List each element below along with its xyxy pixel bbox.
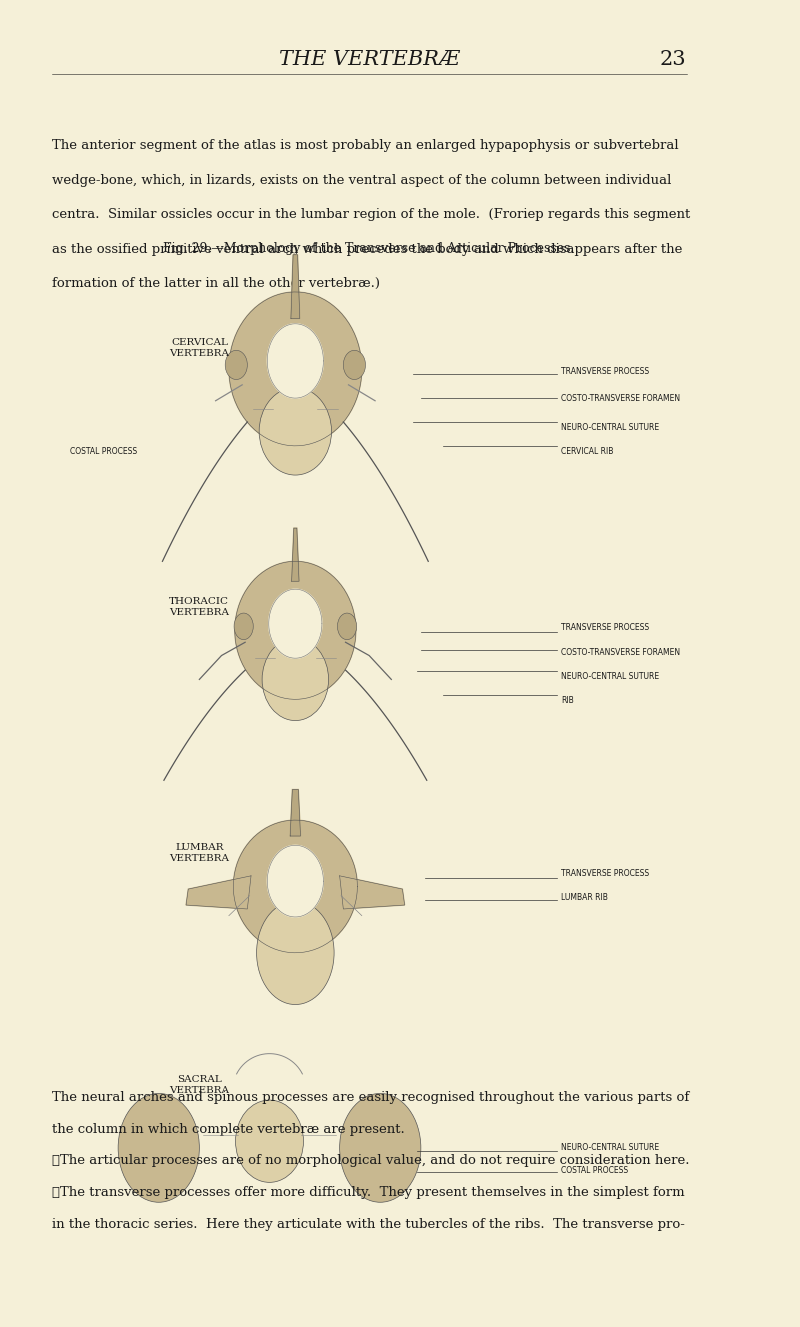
- Text: NEURO-CENTRAL SUTURE: NEURO-CENTRAL SUTURE: [561, 423, 659, 431]
- Polygon shape: [229, 292, 362, 446]
- Polygon shape: [267, 845, 323, 917]
- Text: RIB: RIB: [561, 697, 574, 705]
- Text: THE VERTEBRÆ: THE VERTEBRÆ: [278, 50, 460, 69]
- Ellipse shape: [235, 1100, 303, 1182]
- Text: Fig. 29.—Morphology of the Transverse and Articular Processes.: Fig. 29.—Morphology of the Transverse an…: [163, 242, 575, 255]
- Text: THORACIC
VERTEBRA: THORACIC VERTEBRA: [170, 597, 230, 617]
- Ellipse shape: [118, 1093, 199, 1202]
- Text: in the thoracic series.  Here they articulate with the tubercles of the ribs.  T: in the thoracic series. Here they articu…: [52, 1218, 685, 1231]
- Ellipse shape: [225, 350, 247, 380]
- Ellipse shape: [259, 387, 331, 475]
- Polygon shape: [340, 876, 405, 909]
- Text: COSTAL PROCESS: COSTAL PROCESS: [561, 1166, 628, 1174]
- Text: The transverse processes offer more difficulty.  They present themselves in the : The transverse processes offer more diff…: [52, 1186, 684, 1200]
- Polygon shape: [186, 876, 251, 909]
- Polygon shape: [291, 255, 300, 318]
- Text: SACRAL
VERTEBRA: SACRAL VERTEBRA: [170, 1075, 230, 1095]
- Text: LUMBAR RIB: LUMBAR RIB: [561, 893, 608, 901]
- Text: TRANSVERSE PROCESS: TRANSVERSE PROCESS: [561, 624, 650, 632]
- Text: as the ossified primitive ventral arch which precedes the body and which disappe: as the ossified primitive ventral arch w…: [52, 243, 682, 256]
- Polygon shape: [267, 324, 323, 398]
- Ellipse shape: [257, 901, 334, 1005]
- Text: formation of the latter in all the other vertebræ.): formation of the latter in all the other…: [52, 277, 380, 291]
- Text: wedge-bone, which, in lizards, exists on the ventral aspect of the column betwee: wedge-bone, which, in lizards, exists on…: [52, 174, 671, 187]
- Ellipse shape: [340, 1093, 421, 1202]
- Text: TRANSVERSE PROCESS: TRANSVERSE PROCESS: [561, 869, 650, 877]
- Ellipse shape: [343, 350, 366, 380]
- Polygon shape: [269, 589, 322, 658]
- Text: 23: 23: [660, 50, 686, 69]
- Ellipse shape: [262, 638, 329, 721]
- Text: NEURO-CENTRAL SUTURE: NEURO-CENTRAL SUTURE: [561, 673, 659, 681]
- Text: COSTAL PROCESS: COSTAL PROCESS: [70, 447, 138, 455]
- Ellipse shape: [338, 613, 357, 640]
- Text: NEURO-CENTRAL SUTURE: NEURO-CENTRAL SUTURE: [561, 1144, 659, 1152]
- Text: The articular processes are of no morphological value, and do not require consid: The articular processes are of no morpho…: [52, 1154, 689, 1168]
- Text: LUMBAR
VERTEBRA: LUMBAR VERTEBRA: [170, 843, 230, 863]
- Text: The anterior segment of the atlas is most probably an enlarged hypapophysis or s: The anterior segment of the atlas is mos…: [52, 139, 678, 153]
- Ellipse shape: [234, 613, 254, 640]
- Text: The neural arches and spinous processes are easily recognised throughout the var: The neural arches and spinous processes …: [52, 1091, 689, 1104]
- Polygon shape: [290, 790, 301, 836]
- Text: the column in which complete vertebræ are present.: the column in which complete vertebræ ar…: [52, 1123, 405, 1136]
- Text: COSTO-TRANSVERSE FORAMEN: COSTO-TRANSVERSE FORAMEN: [561, 394, 680, 402]
- Polygon shape: [235, 561, 356, 699]
- Polygon shape: [292, 528, 299, 581]
- Text: COSTO-TRANSVERSE FORAMEN: COSTO-TRANSVERSE FORAMEN: [561, 649, 680, 657]
- Text: CERVICAL
VERTEBRA: CERVICAL VERTEBRA: [170, 338, 230, 358]
- Text: centra.  Similar ossicles occur in the lumbar region of the mole.  (Froriep rega: centra. Similar ossicles occur in the lu…: [52, 208, 690, 222]
- Polygon shape: [234, 820, 358, 953]
- Text: TRANSVERSE PROCESS: TRANSVERSE PROCESS: [561, 368, 650, 376]
- Text: CERVICAL RIB: CERVICAL RIB: [561, 447, 614, 455]
